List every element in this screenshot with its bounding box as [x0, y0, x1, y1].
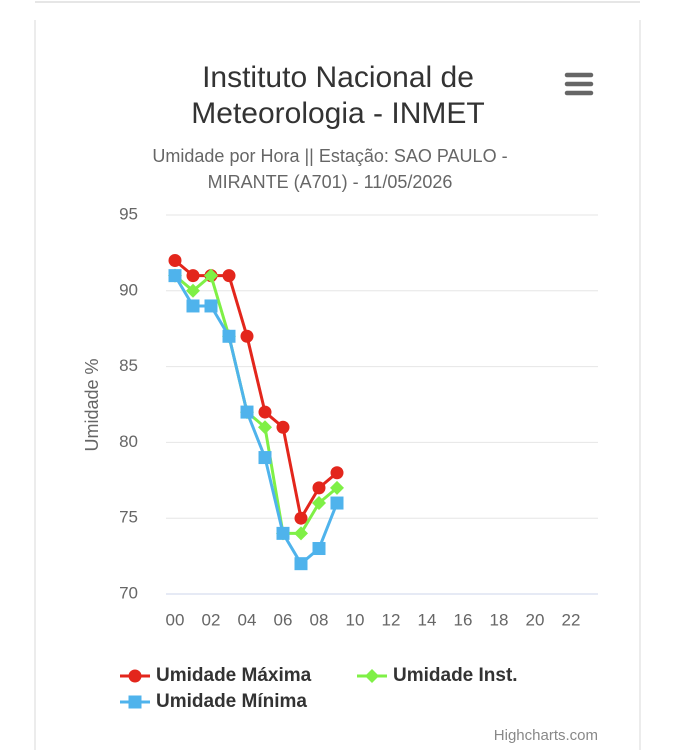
- marker: [312, 542, 326, 556]
- marker: [312, 496, 326, 511]
- chart-title: Instituto Nacional de Meteorologia - INM…: [191, 61, 485, 130]
- marker: [294, 511, 308, 525]
- y-tick-label: 90: [119, 280, 138, 299]
- marker: [258, 451, 272, 465]
- legend-label: Umidade Mínima: [156, 691, 307, 712]
- marker: [330, 480, 344, 495]
- legend-item[interactable]: Umidade Inst.: [357, 665, 518, 686]
- marker: [204, 299, 218, 313]
- x-tick-label: 18: [490, 610, 509, 629]
- marker: [258, 420, 272, 435]
- x-tick-label: 14: [418, 610, 437, 629]
- y-tick-label: 70: [119, 583, 138, 602]
- x-tick-label: 02: [202, 610, 221, 629]
- marker: [186, 299, 200, 313]
- marker: [222, 329, 236, 343]
- x-tick-label: 12: [382, 610, 401, 629]
- series-line: [173, 274, 339, 566]
- marker: [294, 557, 308, 571]
- legend-item[interactable]: Umidade Mínima: [120, 691, 307, 712]
- marker: [276, 526, 290, 540]
- marker: [294, 526, 308, 541]
- marker: [330, 466, 344, 480]
- marker: [240, 329, 254, 343]
- menu-button[interactable]: [564, 72, 594, 96]
- x-tick-label: 16: [454, 610, 473, 629]
- x-tick-label: 06: [274, 610, 293, 629]
- y-tick-label: 95: [119, 204, 138, 223]
- marker: [204, 268, 218, 283]
- y-axis-title: Umidade %: [82, 358, 102, 451]
- x-tick-label: 10: [346, 610, 365, 629]
- x-tick-label: 00: [166, 610, 185, 629]
- credits[interactable]: Highcharts.com: [494, 727, 598, 744]
- legend-label: Umidade Inst.: [393, 665, 518, 686]
- x-tick-label: 04: [238, 610, 257, 629]
- marker: [330, 496, 344, 510]
- marker: [186, 283, 200, 298]
- x-tick-label: 22: [562, 610, 581, 629]
- marker: [128, 695, 142, 709]
- marker: [312, 481, 326, 495]
- marker: [240, 405, 254, 419]
- marker: [365, 669, 379, 683]
- marker: [128, 669, 142, 683]
- marker: [168, 253, 182, 267]
- marker: [276, 420, 290, 434]
- legend-item[interactable]: Umidade Máxima: [120, 665, 312, 686]
- marker: [186, 269, 200, 283]
- series-line: [174, 259, 338, 520]
- legend-label: Umidade Máxima: [156, 665, 312, 686]
- y-tick-label: 85: [119, 356, 138, 375]
- x-tick-label: 20: [526, 610, 545, 629]
- chart-subtitle: Umidade por Hora || Estação: SAO PAULO -…: [152, 146, 508, 192]
- marker: [168, 269, 182, 283]
- y-tick-label: 80: [119, 432, 138, 451]
- series: [168, 269, 344, 571]
- marker: [258, 405, 272, 419]
- series-line: [174, 274, 338, 535]
- marker: [222, 269, 236, 283]
- y-tick-label: 75: [119, 508, 138, 527]
- x-tick-label: 08: [310, 610, 329, 629]
